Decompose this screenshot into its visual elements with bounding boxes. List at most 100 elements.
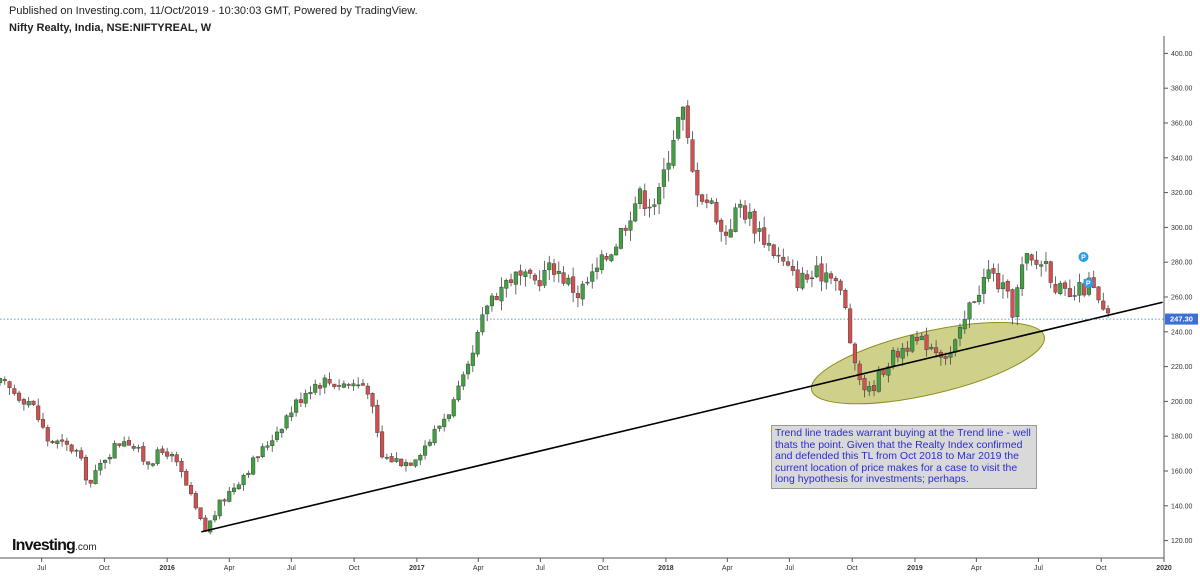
support-trendline[interactable] [201, 301, 1163, 533]
candle-body [537, 280, 542, 287]
candle-body [919, 335, 924, 341]
candle [270, 434, 275, 452]
candle-body [962, 319, 967, 330]
candle-body [212, 515, 217, 521]
annotation-note[interactable]: Trend line trades warrant buying at the … [771, 425, 1037, 489]
candle-body [103, 459, 108, 463]
candle-body [800, 272, 805, 289]
candle-body [399, 458, 404, 467]
candle-body [146, 461, 151, 465]
candle [146, 461, 151, 470]
marker-layer[interactable]: PP [1078, 251, 1094, 289]
candle-body [647, 206, 652, 209]
candle-body [914, 336, 920, 342]
price-tick-label: 120.00 [1171, 538, 1193, 545]
candle [198, 507, 203, 521]
pin-marker[interactable]: P [1083, 278, 1094, 289]
candle [1058, 280, 1063, 296]
time-tick-label: Jul [287, 565, 296, 572]
candle [819, 256, 824, 292]
candle-body [346, 384, 351, 386]
candle-body [79, 450, 84, 459]
candle-body [303, 393, 308, 404]
candle [165, 447, 170, 460]
price-tick-label: 180.00 [1171, 434, 1193, 441]
candle-body [489, 295, 494, 307]
candle [580, 281, 585, 306]
candle-body [179, 460, 184, 473]
candle [680, 106, 686, 131]
candle [188, 481, 194, 496]
pin-marker[interactable]: P [1078, 251, 1089, 262]
candle [1034, 251, 1039, 269]
candle [728, 218, 733, 238]
candle [848, 303, 853, 344]
candle-body [1029, 254, 1034, 261]
candle [747, 203, 752, 226]
candle-body [561, 272, 566, 284]
candle-body [45, 427, 50, 442]
candle [155, 447, 160, 466]
candle-body [265, 445, 270, 448]
candle [227, 486, 232, 503]
pin-marker-circle[interactable] [1078, 251, 1089, 262]
candle [790, 259, 795, 276]
candle [690, 131, 695, 173]
candle-body [442, 418, 447, 428]
pin-marker-circle[interactable] [1083, 278, 1094, 289]
candle [590, 263, 595, 289]
candle [341, 380, 346, 389]
candle-body [174, 454, 179, 463]
candle [265, 441, 270, 451]
candle [752, 208, 757, 244]
candle [231, 483, 237, 495]
candle-body [2, 379, 7, 382]
candle [423, 440, 428, 460]
candle [489, 292, 494, 312]
candle-body [160, 448, 165, 453]
candle-body [322, 377, 327, 388]
candle-body [967, 302, 972, 320]
candle [93, 464, 98, 485]
candle [1053, 276, 1058, 295]
candle-body [403, 462, 409, 467]
candle-body [150, 463, 155, 466]
candle [117, 443, 122, 448]
candle-body [833, 278, 838, 282]
candle [79, 447, 84, 461]
candle-body [685, 105, 690, 138]
candle [69, 443, 74, 454]
last-price-layer: 247.30 [0, 313, 1198, 325]
candle-body [1077, 282, 1082, 296]
candle [317, 382, 323, 396]
candle [303, 389, 308, 408]
candle-body [1000, 282, 1006, 290]
candle-body [284, 415, 289, 429]
candle [766, 234, 771, 252]
price-tick-label: 160.00 [1171, 469, 1193, 476]
candle [599, 250, 604, 274]
candle [432, 425, 437, 446]
candle-body [317, 385, 323, 389]
candle [781, 248, 786, 267]
candle [360, 378, 366, 386]
candle [356, 377, 361, 389]
candle-body [1063, 282, 1068, 289]
candle [886, 362, 891, 383]
candle-body [64, 440, 69, 445]
candle [74, 448, 79, 457]
candle-body [384, 457, 389, 459]
price-tick-label: 320.00 [1171, 190, 1193, 197]
candle [327, 372, 332, 386]
candle-body [494, 296, 499, 301]
candle-body [341, 383, 346, 388]
candle [891, 347, 896, 370]
candle-body [972, 301, 977, 303]
time-tick-label: Jul [785, 565, 794, 572]
candle-body [375, 404, 380, 433]
candle [122, 436, 127, 447]
trendline-layer[interactable] [201, 301, 1163, 533]
candle [504, 278, 509, 298]
candle [437, 425, 442, 432]
